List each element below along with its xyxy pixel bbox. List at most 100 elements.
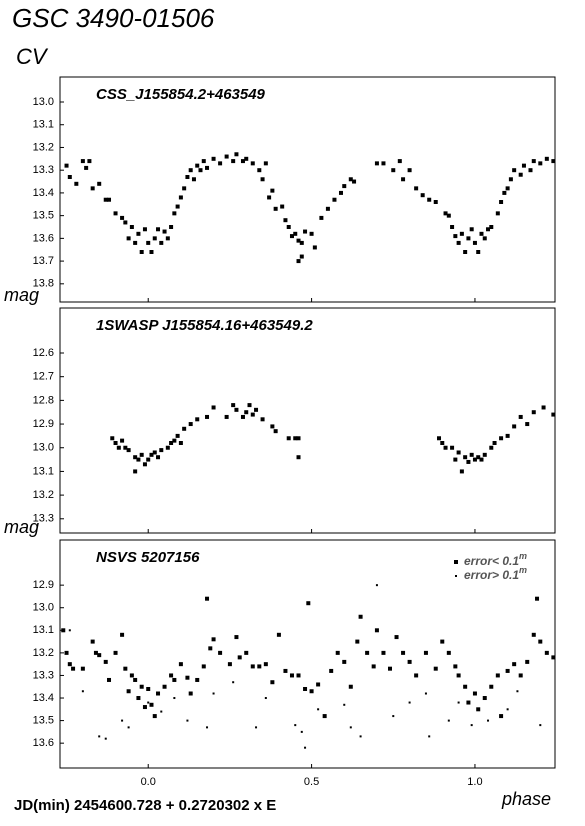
data-point (120, 438, 125, 443)
data-point (175, 433, 180, 438)
data-point (499, 200, 504, 204)
data-point (175, 204, 180, 209)
legend-sup: m (519, 565, 527, 575)
legend-label: error> 0.1m (464, 565, 527, 582)
data-point (459, 231, 464, 236)
y-tick-label: 13.5 (33, 210, 54, 222)
data-point (121, 719, 124, 722)
data-point (156, 455, 161, 460)
y-tick-label: 13.5 (33, 715, 54, 727)
data-point (294, 724, 297, 727)
data-point (499, 436, 504, 441)
data-point (159, 448, 164, 453)
y-axis-label: mag (4, 517, 39, 537)
data-point (156, 691, 161, 696)
data-point (231, 403, 236, 408)
data-point (463, 684, 468, 689)
y-tick-label: 13.2 (33, 489, 54, 501)
data-point (289, 234, 294, 239)
data-point (191, 177, 196, 182)
data-point (518, 414, 523, 419)
data-point (450, 445, 455, 450)
data-point (133, 240, 138, 245)
data-point (254, 407, 259, 412)
data-point (231, 159, 236, 164)
y-tick-label: 12.6 (33, 347, 54, 359)
data-point (139, 250, 144, 254)
data-point (93, 650, 98, 655)
data-point (244, 650, 249, 655)
data-point (127, 726, 130, 729)
data-point (317, 708, 320, 711)
data-point (469, 227, 474, 232)
data-point (270, 424, 275, 429)
data-point (466, 700, 471, 705)
y-tick-label: 13.1 (33, 624, 54, 636)
data-point (512, 662, 517, 667)
data-point (206, 726, 209, 729)
data-point (142, 705, 147, 710)
data-point (198, 168, 203, 173)
data-point (437, 436, 442, 441)
data-point (506, 708, 509, 711)
data-point (381, 650, 386, 655)
data-point (342, 184, 347, 189)
data-point (420, 193, 425, 198)
y-tick-label: 13.4 (33, 187, 54, 199)
data-point (244, 410, 249, 415)
data-point (401, 177, 406, 182)
data-point (316, 682, 321, 687)
data-point (538, 639, 543, 644)
panel-title: NSVS 5207156 (96, 549, 200, 566)
data-point (178, 195, 183, 200)
data-point (80, 666, 85, 671)
data-point (453, 234, 458, 239)
data-point (211, 405, 216, 410)
data-point (512, 168, 517, 173)
ephemeris: JD(min) 2454600.728 + 0.2720302 x E (14, 797, 276, 814)
data-point (300, 730, 303, 733)
data-point (535, 596, 540, 601)
data-point (401, 650, 406, 655)
data-point (388, 666, 392, 671)
data-point (525, 422, 530, 427)
data-point (250, 664, 255, 669)
data-point (67, 662, 72, 667)
data-point (512, 424, 517, 429)
data-point (502, 190, 507, 195)
legend-label: error< 0.1m (464, 551, 527, 568)
data-point (182, 426, 187, 431)
data-point (289, 673, 294, 678)
data-point (208, 646, 213, 651)
data-point (505, 433, 510, 438)
data-point (433, 666, 438, 671)
data-point (169, 441, 174, 445)
data-point (407, 659, 412, 664)
legend-marker (454, 560, 458, 564)
data-point (211, 637, 216, 642)
data-point (149, 452, 154, 457)
y-tick-label: 13.8 (33, 278, 54, 290)
data-point (270, 188, 275, 193)
y-tick-label: 13.0 (33, 442, 54, 454)
data-point (450, 225, 455, 229)
data-point (255, 726, 258, 729)
data-point (508, 177, 513, 182)
data-point (103, 659, 108, 664)
data-point (169, 673, 174, 678)
data-point (178, 662, 183, 667)
panel-title: 1SWASP J155854.16+463549.2 (96, 317, 313, 334)
data-point (531, 159, 536, 164)
data-point (525, 659, 530, 664)
data-point (205, 414, 210, 419)
data-point (107, 197, 112, 202)
data-point (293, 436, 298, 441)
data-point (489, 225, 494, 229)
data-point (472, 457, 477, 462)
data-point (211, 156, 216, 161)
data-point (212, 692, 215, 695)
data-point (521, 163, 526, 168)
y-tick-label: 13.0 (33, 602, 54, 614)
data-point (309, 231, 314, 236)
data-point (162, 684, 167, 689)
